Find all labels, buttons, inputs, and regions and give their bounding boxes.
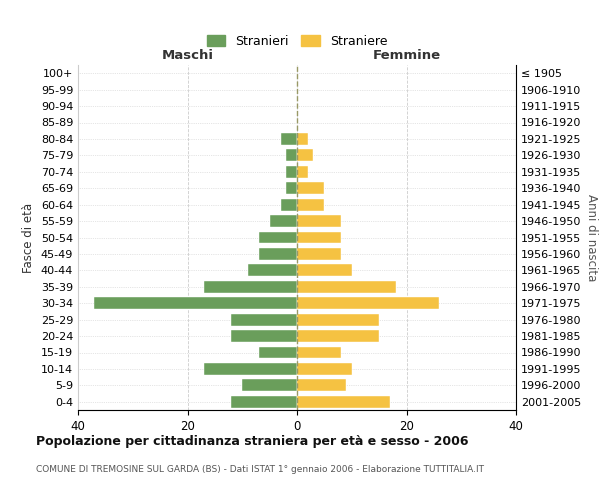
Bar	[297, 150, 313, 162]
Bar	[297, 198, 325, 210]
Bar	[286, 182, 297, 194]
Text: Popolazione per cittadinanza straniera per età e sesso - 2006: Popolazione per cittadinanza straniera p…	[36, 435, 469, 448]
Bar	[232, 396, 297, 407]
Bar	[286, 166, 297, 177]
Y-axis label: Fasce di età: Fasce di età	[22, 202, 35, 272]
Bar	[297, 182, 325, 194]
Bar	[232, 314, 297, 326]
Bar	[269, 215, 297, 227]
Bar	[286, 150, 297, 162]
Bar	[242, 380, 297, 392]
Bar	[248, 264, 297, 276]
Bar	[297, 298, 439, 309]
Bar	[297, 232, 341, 243]
Legend: Stranieri, Straniere: Stranieri, Straniere	[202, 30, 392, 53]
Text: Femmine: Femmine	[373, 48, 440, 62]
Bar	[297, 166, 308, 177]
Text: COMUNE DI TREMOSINE SUL GARDA (BS) - Dati ISTAT 1° gennaio 2006 - Elaborazione T: COMUNE DI TREMOSINE SUL GARDA (BS) - Dat…	[36, 465, 484, 474]
Bar	[297, 380, 346, 392]
Bar	[259, 346, 297, 358]
Bar	[297, 248, 341, 260]
Bar	[259, 248, 297, 260]
Bar	[297, 133, 308, 145]
Bar	[297, 264, 352, 276]
Bar	[297, 314, 379, 326]
Bar	[297, 330, 379, 342]
Bar	[94, 298, 297, 309]
Bar	[297, 396, 390, 407]
Bar	[232, 330, 297, 342]
Bar	[204, 363, 297, 375]
Bar	[259, 232, 297, 243]
Bar	[297, 363, 352, 375]
Bar	[281, 133, 297, 145]
Bar	[281, 198, 297, 210]
Bar	[204, 281, 297, 292]
Bar	[297, 215, 341, 227]
Y-axis label: Anni di nascita: Anni di nascita	[585, 194, 598, 281]
Text: Maschi: Maschi	[161, 48, 214, 62]
Bar	[297, 346, 341, 358]
Bar	[297, 281, 395, 292]
